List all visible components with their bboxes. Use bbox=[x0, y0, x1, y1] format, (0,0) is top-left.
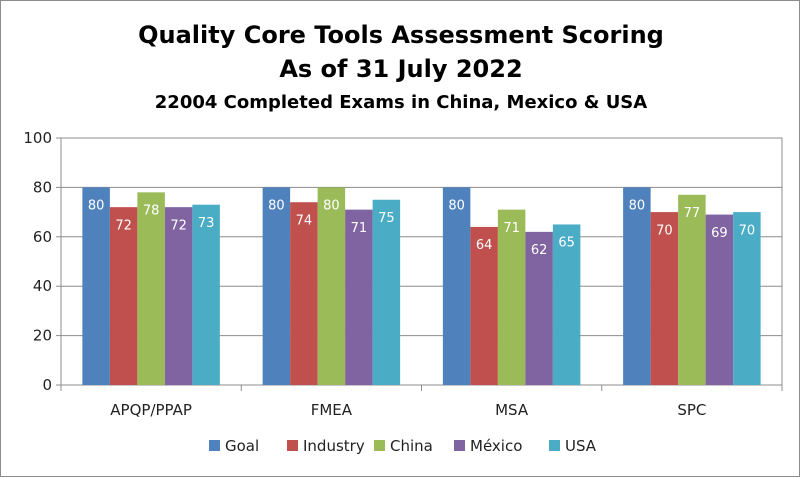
legend-swatch bbox=[287, 440, 298, 451]
bar-usa-0 bbox=[192, 204, 220, 385]
bar-m-xico-0 bbox=[164, 207, 193, 385]
data-label: 80 bbox=[268, 199, 285, 214]
data-label: 73 bbox=[198, 216, 215, 231]
bar-m-xico-1 bbox=[345, 209, 373, 385]
data-label: 69 bbox=[711, 226, 728, 241]
bar-goal-3 bbox=[623, 187, 651, 385]
data-label: 71 bbox=[351, 221, 368, 236]
data-label: 64 bbox=[476, 238, 493, 253]
bar-m-xico-3 bbox=[705, 214, 734, 385]
bar-goal-1 bbox=[262, 187, 291, 385]
x-category-label: SPC bbox=[677, 401, 706, 419]
bar-industry-0 bbox=[109, 207, 138, 385]
legend-label: Industry bbox=[303, 437, 365, 455]
y-tick-label: 60 bbox=[33, 228, 52, 246]
data-label: 62 bbox=[531, 243, 548, 258]
plot-area: 0 20 40 60 80 100 80 72 78 72 73 APQP/PPAP 80 74 80 71 7… bbox=[23, 129, 783, 419]
data-label: 72 bbox=[115, 218, 132, 233]
y-tick-label: 0 bbox=[42, 376, 52, 394]
data-label: 78 bbox=[143, 204, 160, 219]
y-tick-label: 20 bbox=[33, 327, 52, 345]
bar-goal-2 bbox=[442, 187, 471, 385]
legend: Goal Industry China México USA bbox=[209, 437, 597, 455]
chart-subtitle: 22004 Completed Exams in China, Mexico &… bbox=[155, 92, 647, 113]
data-label: 80 bbox=[323, 199, 340, 214]
bar-goal-0 bbox=[82, 187, 110, 385]
bar-m-xico-2 bbox=[525, 231, 553, 385]
bar-usa-3 bbox=[733, 212, 761, 385]
y-tick-label: 40 bbox=[33, 277, 52, 295]
data-label: 65 bbox=[558, 236, 575, 251]
data-label: 74 bbox=[296, 213, 313, 228]
chart-title-line2: As of 31 July 2022 bbox=[279, 55, 522, 83]
legend-label: China bbox=[390, 437, 433, 455]
legend-swatch bbox=[454, 440, 465, 451]
data-label: 80 bbox=[88, 199, 105, 214]
legend-swatch bbox=[549, 440, 560, 451]
x-category-label: FMEA bbox=[311, 401, 353, 419]
bar-china-2 bbox=[497, 209, 526, 385]
bar-industry-2 bbox=[470, 226, 498, 385]
bar-china-1 bbox=[317, 187, 346, 385]
bar-industry-3 bbox=[650, 212, 679, 385]
bar-usa-2 bbox=[552, 224, 581, 385]
bar-china-3 bbox=[678, 194, 706, 385]
data-label: 70 bbox=[656, 223, 673, 238]
data-label: 72 bbox=[170, 218, 187, 233]
data-label: 70 bbox=[739, 223, 756, 238]
data-label: 75 bbox=[378, 211, 395, 226]
legend-swatch bbox=[209, 440, 220, 451]
data-label: 77 bbox=[684, 206, 701, 221]
legend-swatch bbox=[374, 440, 385, 451]
x-category-label: MSA bbox=[495, 401, 529, 419]
bar-industry-1 bbox=[290, 202, 318, 385]
y-tick-label: 80 bbox=[33, 178, 52, 196]
legend-label: Goal bbox=[225, 437, 259, 455]
legend-label: USA bbox=[565, 437, 597, 455]
bar-china-0 bbox=[137, 192, 165, 385]
chart-title: Quality Core Tools Assessment Scoring bbox=[138, 21, 664, 49]
data-label: 80 bbox=[448, 199, 465, 214]
x-category-label: APQP/PPAP bbox=[110, 401, 192, 419]
y-tick-label: 100 bbox=[23, 129, 52, 147]
legend-label: México bbox=[470, 437, 522, 455]
data-label: 71 bbox=[503, 221, 520, 236]
bar-usa-1 bbox=[372, 199, 401, 385]
data-label: 80 bbox=[629, 199, 646, 214]
